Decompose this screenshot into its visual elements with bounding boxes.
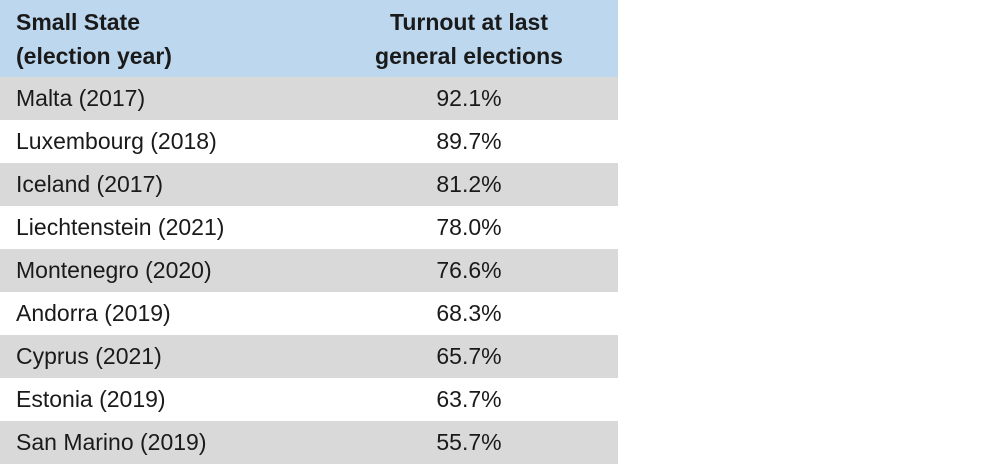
table-row: Montenegro (2020) 76.6% [0,249,618,292]
turnout-cell: 78.0% [436,214,502,240]
table-row: Iceland (2017) 81.2% [0,163,618,206]
header-state-line1: Small State [16,8,140,35]
table-header-row: Small State (election year) Turnout at l… [0,0,618,77]
turnout-cell: 76.6% [436,257,502,283]
table-row: Malta (2017) 92.1% [0,77,618,120]
state-cell: Luxembourg (2018) [16,128,217,154]
state-cell: Malta (2017) [16,85,146,111]
table-row: Estonia (2019) 63.7% [0,378,618,421]
table-row: Andorra (2019) 68.3% [0,292,618,335]
state-cell: Liechtenstein (2021) [16,214,225,240]
header-turnout-line1: Turnout at last [389,8,548,35]
turnout-cell: 81.2% [436,171,502,197]
table-body: Malta (2017) 92.1% Luxembourg (2018) 89.7% I… [0,77,618,464]
state-cell: San Marino (2019) [16,429,207,455]
table-row: San Marino (2019) 55.7% [0,421,618,464]
header-turnout-line2: general elections [375,42,563,69]
table-row: Liechtenstein (2021) 78.0% [0,206,618,249]
state-cell: Cyprus (2021) [16,343,162,369]
header-cell-turnout: Turnout at last general elections [320,5,618,73]
state-cell: Estonia (2019) [16,386,166,412]
header-cell-small-state: Small State (election year) [0,5,320,73]
turnout-cell: 68.3% [436,300,502,326]
table-row: Cyprus (2021) 65.7% [0,335,618,378]
turnout-cell: 63.7% [436,386,502,412]
state-cell: Iceland (2017) [16,171,164,197]
turnout-table: Small State (election year) Turnout at l… [0,0,618,464]
table-row: Luxembourg (2018) 89.7% [0,120,618,163]
turnout-cell: 89.7% [436,128,502,154]
state-cell: Andorra (2019) [16,300,171,326]
state-cell: Montenegro (2020) [16,257,212,283]
turnout-cell: 55.7% [436,429,502,455]
turnout-cell: 92.1% [436,85,502,111]
header-state-line2: (election year) [16,42,172,69]
turnout-cell: 65.7% [436,343,502,369]
